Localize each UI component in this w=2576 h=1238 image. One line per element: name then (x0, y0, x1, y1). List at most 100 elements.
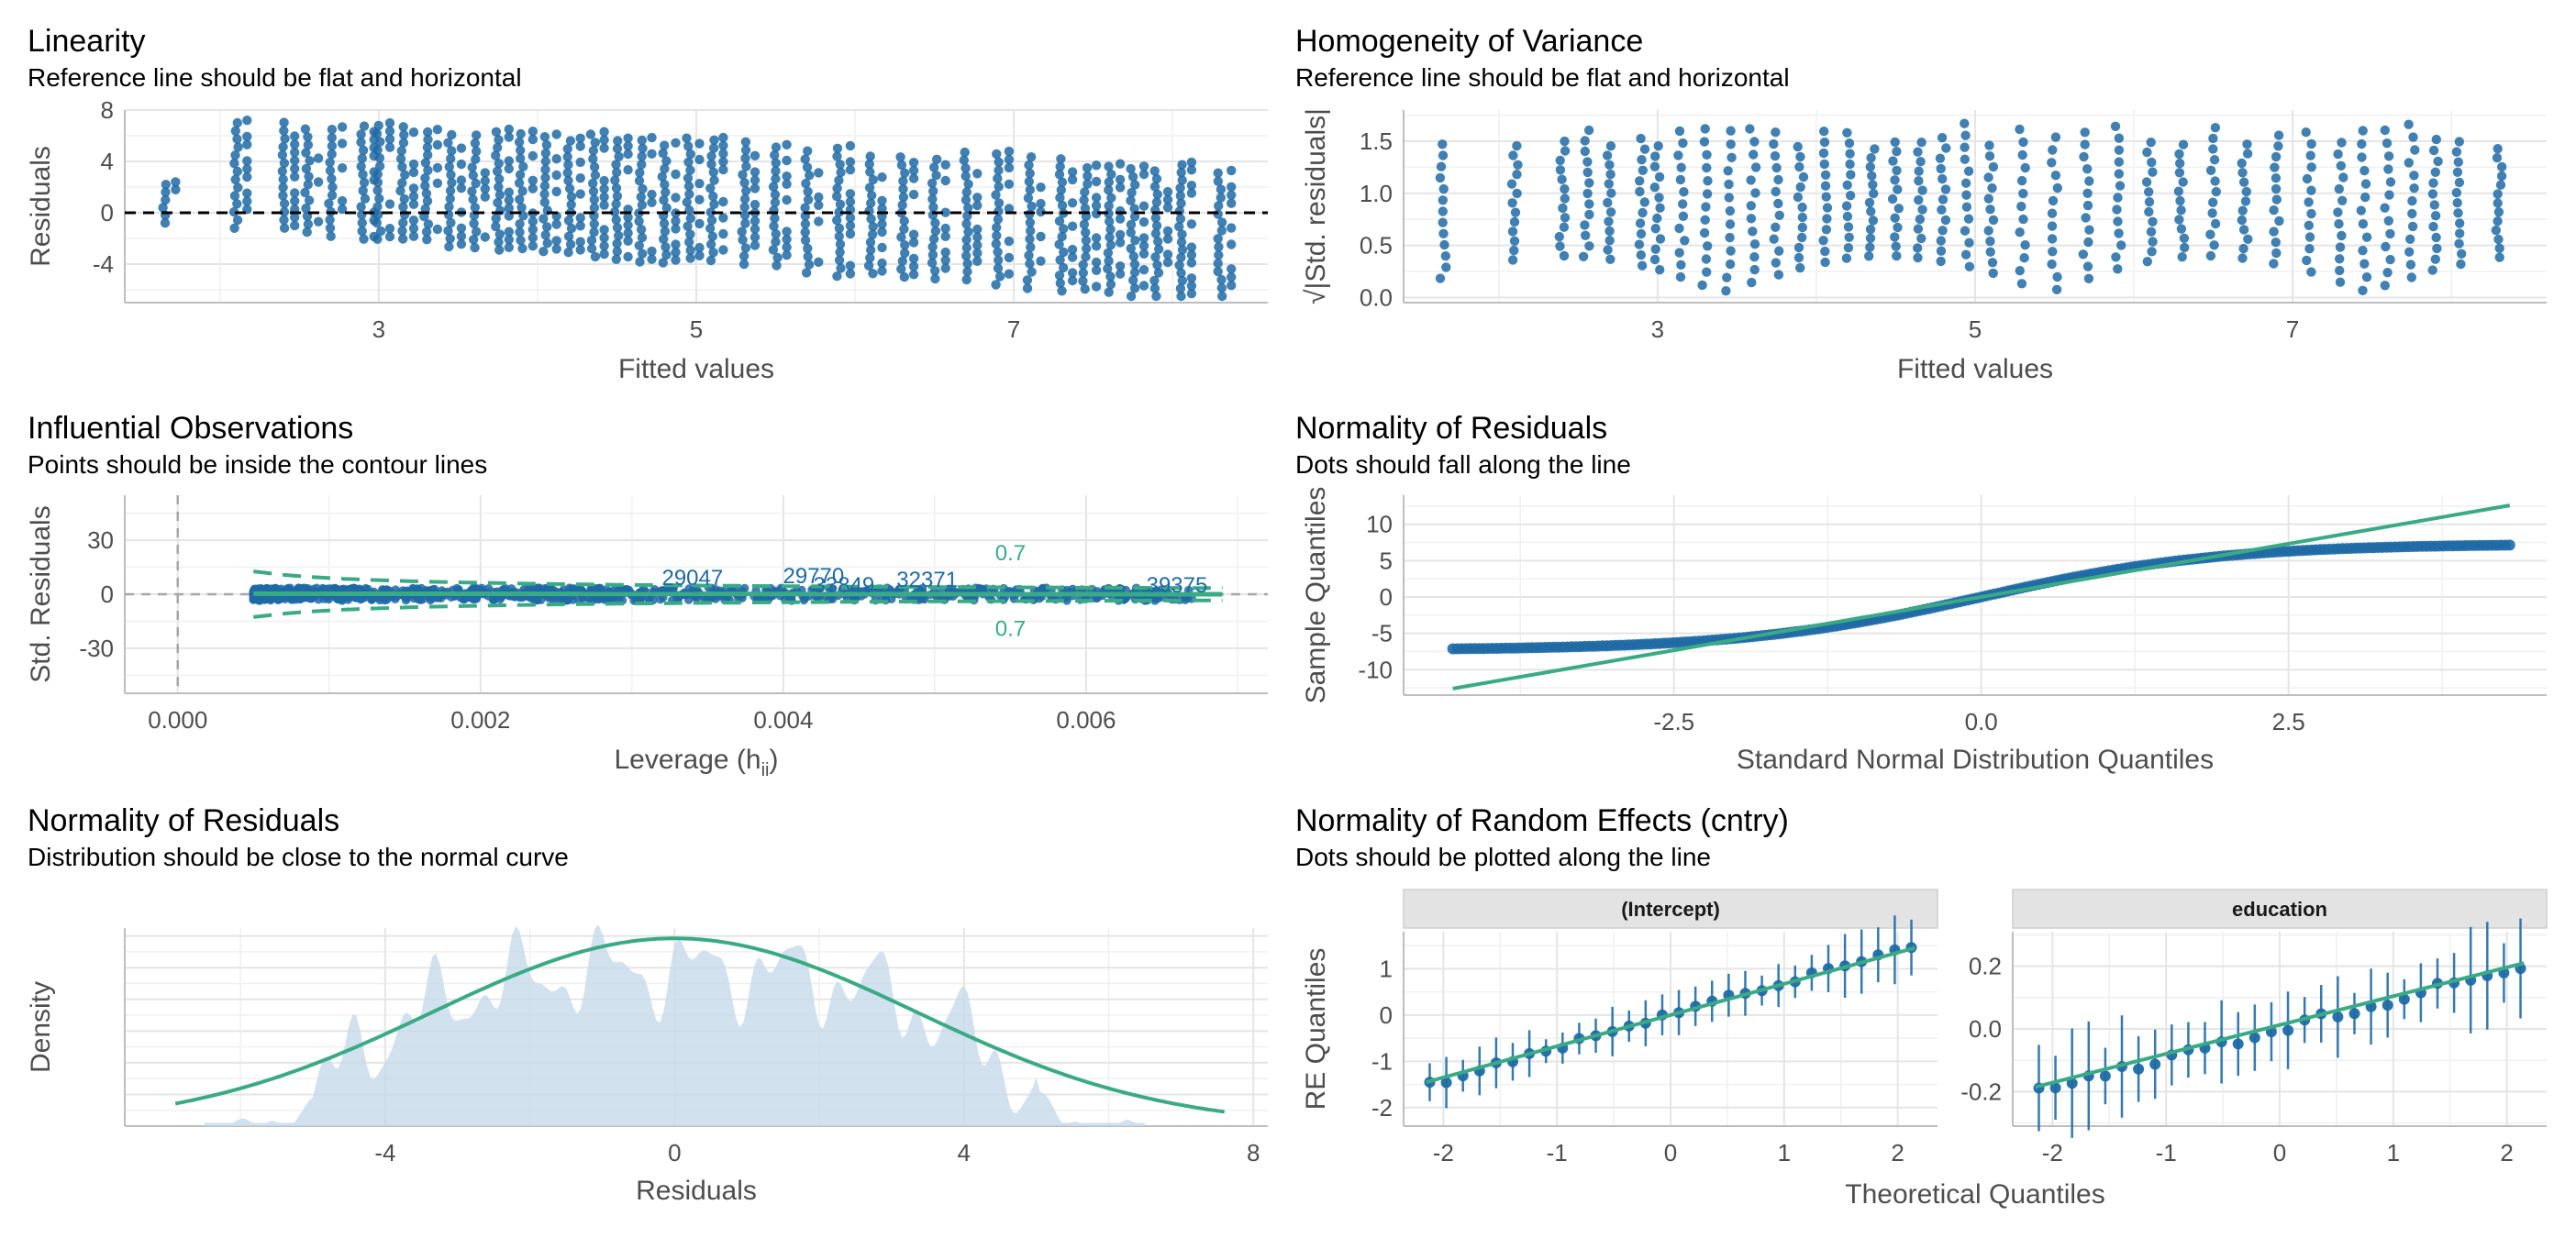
data-point (408, 216, 419, 226)
data-point (671, 169, 681, 180)
data-point (504, 187, 514, 197)
data-point (2149, 1058, 2161, 1070)
data-point (611, 215, 621, 225)
data-point (277, 149, 288, 160)
data-point (551, 186, 561, 197)
data-point (278, 174, 288, 184)
data-point (1725, 232, 1735, 243)
data-point (1104, 201, 1114, 211)
data-point (992, 149, 1002, 160)
data-point (2408, 132, 2418, 142)
data-point (421, 188, 432, 199)
data-point (771, 173, 781, 184)
data-point (1130, 180, 1140, 190)
data-point (1091, 257, 1102, 268)
point-label: 29047 (661, 566, 723, 591)
data-point (516, 203, 527, 213)
data-point (1213, 168, 1223, 178)
data-point (805, 171, 815, 181)
grid (2013, 932, 2547, 1126)
data-point (229, 191, 240, 201)
data-point (2430, 167, 2440, 177)
data-point (836, 263, 846, 273)
data-point (467, 162, 477, 172)
data-point (868, 269, 878, 279)
data-point (1961, 190, 1971, 200)
data-point (1227, 182, 1237, 192)
data-point (2016, 201, 2026, 212)
data-point (374, 153, 385, 163)
data-point (325, 157, 335, 168)
data-point (991, 280, 1001, 290)
data-point (2114, 145, 2125, 155)
data-point (2404, 158, 2414, 168)
panel-subtitle: Dots should fall along the line (1295, 450, 1631, 479)
data-point (372, 169, 383, 180)
data-point (1036, 256, 1046, 266)
data-point (1115, 261, 1126, 271)
data-point (2493, 234, 2504, 245)
data-point (2048, 145, 2058, 155)
y-axis-label: √|Std. residuals| (1301, 108, 1331, 304)
data-point (1676, 162, 1686, 172)
data-point (991, 190, 1001, 200)
data-point (1104, 161, 1114, 171)
data-point (718, 213, 728, 223)
data-point (456, 143, 467, 153)
data-point (610, 206, 620, 217)
data-point (1004, 162, 1015, 173)
data-point (1129, 267, 1140, 278)
data-point (2078, 249, 2088, 260)
data-point (1115, 174, 1126, 184)
data-point (2242, 139, 2252, 149)
data-point (2066, 1078, 2078, 1089)
data-point (408, 159, 419, 170)
data-point (599, 233, 609, 243)
data-point (705, 183, 716, 193)
data-point (782, 194, 792, 205)
data-point (2174, 168, 2185, 178)
data-point (1893, 204, 1904, 214)
data-point (2358, 219, 2369, 229)
data-point (2335, 265, 2345, 276)
data-point (1435, 273, 1446, 283)
data-point (1914, 166, 1924, 176)
data-point (1027, 201, 1037, 212)
data-point (2147, 157, 2157, 168)
data-point (443, 226, 453, 236)
data-point (599, 143, 609, 153)
data-point (1176, 268, 1186, 278)
y-axis-label: Density (26, 981, 56, 1073)
data-point (708, 191, 718, 202)
data-point (1149, 275, 1160, 286)
data-point (749, 150, 761, 160)
x-axis-label: Standard Normal Distribution Quantiles (1737, 745, 2214, 775)
data-point (1149, 283, 1160, 293)
data-point (2335, 254, 2345, 264)
data-point (671, 255, 681, 265)
data-point (1177, 160, 1187, 170)
data-point (2304, 244, 2315, 254)
data-point (566, 223, 577, 234)
data-point (1213, 259, 1223, 269)
data-point (661, 187, 671, 197)
data-point (1150, 228, 1161, 238)
data-point (2452, 198, 2462, 208)
data-point (1750, 188, 1760, 198)
data-point (1105, 216, 1115, 227)
data-point (1845, 149, 1855, 159)
data-point (749, 232, 761, 242)
data-point (708, 143, 719, 153)
data-point (527, 225, 538, 235)
data-point (2113, 264, 2123, 274)
data-point (374, 161, 385, 171)
data-point (927, 249, 938, 260)
data-point (1036, 231, 1046, 242)
x-tick-label: -1 (1547, 1139, 1568, 1166)
data-point (682, 197, 692, 207)
data-point (1440, 1077, 1452, 1089)
y-tick-label: -30 (79, 635, 114, 662)
data-point (2018, 137, 2028, 148)
data-point (866, 245, 876, 255)
data-point (1149, 166, 1160, 176)
